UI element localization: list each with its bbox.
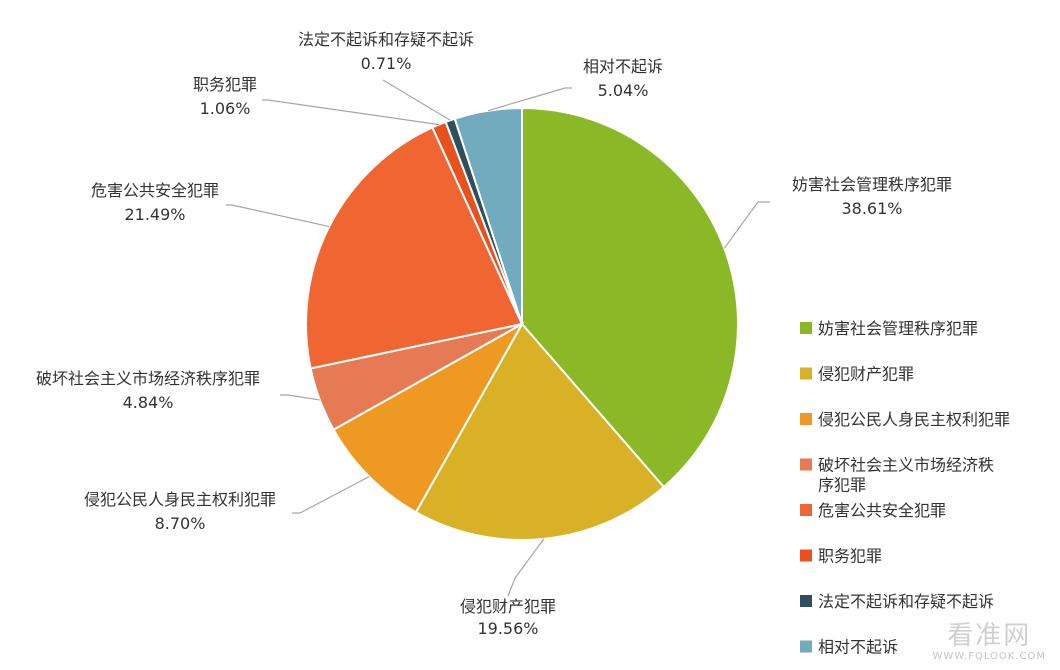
pie-slice-5 <box>305 126 524 370</box>
slice-name-label: 危害公共安全犯罪 <box>91 181 219 200</box>
leader-line-3 <box>292 476 370 514</box>
data-labels: 妨害社会管理秩序犯罪 38.61% 侵犯财产犯罪 19.56% 侵犯公民人身民主权利犯罪… <box>36 30 952 638</box>
legend-swatch <box>800 367 812 380</box>
legend-swatch <box>800 458 812 471</box>
leader-line-8 <box>487 87 572 112</box>
legend-swatch <box>800 640 812 653</box>
leader-line-4 <box>280 394 320 401</box>
legend-label: 法定不起诉和存疑不起诉 <box>818 592 994 611</box>
slice-name-label: 相对不起诉 <box>583 57 663 76</box>
legend-swatch <box>800 504 812 516</box>
slice-value-label: 0.71% <box>361 54 412 73</box>
slice-value-label: 21.49% <box>124 205 185 224</box>
legend-label: 侵犯财产犯罪 <box>818 365 914 384</box>
leader-line-5 <box>226 204 330 228</box>
pie-slice-1 <box>521 106 739 489</box>
legend-label: 侵犯公民人身民主权利犯罪 <box>818 410 1010 429</box>
watermark: 看准网 WWW.FQLOOK.COM <box>933 621 1047 662</box>
legend-label: 相对不起诉 <box>818 638 898 657</box>
slice-value-label: 19.56% <box>477 619 538 638</box>
watermark-text: 看准网 <box>947 621 1032 651</box>
leader-line-7 <box>382 79 451 121</box>
slice-name-label: 破坏社会主义市场经济秩序犯罪 <box>36 369 260 388</box>
leader-line-2 <box>507 538 545 597</box>
slice-value-label: 38.61% <box>841 199 902 218</box>
leader-lines <box>226 79 770 597</box>
legend-swatch <box>800 413 812 425</box>
legend-label: 危害公共安全犯罪 <box>818 501 946 520</box>
slice-value-label: 5.04% <box>598 81 649 100</box>
slice-name-label: 侵犯公民人身民主权利犯罪 <box>84 490 276 509</box>
leader-line-1 <box>723 201 770 249</box>
legend-swatch <box>800 595 812 607</box>
slice-value-label: 4.84% <box>123 393 174 412</box>
legend-swatch <box>800 322 812 334</box>
slice-name-label: 法定不起诉和存疑不起诉 <box>298 30 474 49</box>
slice-name-label: 侵犯财产犯罪 <box>460 597 556 616</box>
legend: 妨害社会管理秩序犯罪侵犯财产犯罪侵犯公民人身民主权利犯罪破坏社会主义市场经济秩序… <box>800 319 1010 657</box>
slice-name-label: 妨害社会管理秩序犯罪 <box>792 175 952 194</box>
pie-slices <box>305 106 739 541</box>
slice-name-label: 职务犯罪 <box>193 75 257 94</box>
slice-value-label: 8.70% <box>155 514 206 533</box>
legend-label: 妨害社会管理秩序犯罪 <box>818 319 978 338</box>
leader-line-6 <box>262 99 440 126</box>
legend-label: 职务犯罪 <box>818 547 882 566</box>
slice-value-label: 1.06% <box>200 99 251 118</box>
legend-swatch <box>800 549 812 562</box>
watermark-url: WWW.FQLOOK.COM <box>932 651 1046 662</box>
legend-label: 破坏社会主义市场经济秩序犯罪 <box>818 456 994 495</box>
